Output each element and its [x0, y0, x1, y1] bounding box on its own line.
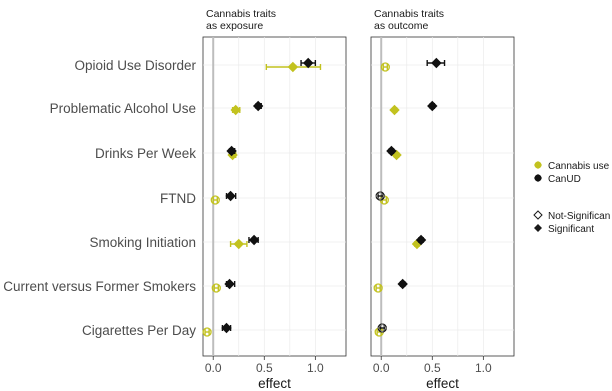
- x-axis-title: effect: [426, 376, 459, 391]
- not-significant-diamond: [377, 323, 387, 333]
- data-point-cannabis-use: [265, 61, 322, 73]
- significant-marker: [431, 57, 442, 69]
- x-tick-label: 0.5: [424, 361, 441, 375]
- data-point-canud: [375, 191, 385, 201]
- category-label: FTND: [160, 191, 196, 206]
- panel-title: Cannabis traits: [206, 8, 276, 20]
- x-axis-title: effect: [258, 376, 291, 391]
- significant-marker: [221, 322, 232, 334]
- data-point-canud: [252, 100, 264, 112]
- category-label: Drinks Per Week: [95, 146, 196, 161]
- legend-label: Cannabis use: [548, 161, 610, 172]
- data-point-cannabis-use: [230, 104, 241, 116]
- legend-label: Not-Significan: [548, 211, 610, 222]
- x-tick-label: 1.0: [307, 361, 324, 375]
- significant-marker: [386, 145, 397, 157]
- category-label: Opioid Use Disorder: [74, 58, 196, 73]
- significant-marker: [302, 57, 314, 69]
- significant-marker: [427, 100, 438, 112]
- significant-marker: [397, 278, 408, 290]
- legend: Cannabis use CanUD Not-Significan Significa…: [533, 161, 610, 235]
- category-label: Current versus Former Smokers: [3, 279, 196, 294]
- data-point-cannabis-use: [380, 62, 390, 72]
- data-point-canud: [427, 100, 438, 112]
- x-tick-label: 1.0: [475, 361, 492, 375]
- data-point-cannabis-use: [229, 238, 248, 250]
- data-point-cannabis-use: [202, 327, 212, 337]
- data-point-canud: [377, 323, 387, 333]
- not-significant-marker: [202, 327, 212, 337]
- data-point-cannabis-use: [211, 283, 221, 293]
- significant-marker: [287, 61, 299, 73]
- significant-marker: [252, 100, 264, 112]
- legend-swatch-diamond: [534, 174, 542, 182]
- significant-marker: [225, 190, 236, 202]
- category-label: Smoking Initiation: [89, 235, 196, 250]
- legend-open-diamond: [533, 210, 543, 220]
- not-significant-marker: [380, 62, 390, 72]
- data-point-canud: [300, 57, 317, 69]
- not-significant-marker: [211, 283, 221, 293]
- legend-label: CanUD: [548, 174, 581, 185]
- significant-marker: [415, 234, 427, 246]
- data-point-canud: [426, 57, 446, 69]
- significant-marker: [248, 234, 260, 246]
- not-significant-marker: [210, 195, 220, 205]
- x-tick-label: 0.5: [256, 361, 273, 375]
- significant-marker: [226, 145, 237, 157]
- panel-title: as exposure: [206, 20, 263, 32]
- significant-marker: [389, 104, 400, 116]
- data-point-canud: [397, 278, 408, 290]
- significant-marker: [233, 238, 244, 250]
- not-significant-diamond: [375, 191, 385, 201]
- x-tick-label: 0.0: [373, 361, 390, 375]
- legend-swatch-diamond: [534, 161, 542, 169]
- data-point-cannabis-use: [389, 104, 400, 116]
- data-point-canud: [226, 145, 237, 157]
- significant-marker: [230, 104, 241, 116]
- panel-title: as outcome: [374, 20, 428, 32]
- category-label: Problematic Alcohol Use: [50, 101, 196, 116]
- data-point-canud: [386, 145, 397, 157]
- panel-background: [202, 36, 347, 357]
- x-tick-label: 0.0: [205, 361, 222, 375]
- legend-filled-diamond: [534, 224, 542, 232]
- significant-marker: [224, 278, 235, 290]
- panel-background: [370, 36, 515, 357]
- data-point-canud: [248, 234, 260, 246]
- legend-label: Significant: [548, 224, 594, 235]
- category-label: Cigarettes Per Day: [82, 323, 196, 338]
- data-point-canud: [415, 234, 427, 246]
- data-point-canud: [221, 322, 232, 334]
- not-significant-marker: [373, 283, 383, 293]
- data-point-cannabis-use: [373, 283, 383, 293]
- data-point-canud: [224, 278, 236, 290]
- data-point-canud: [225, 190, 237, 202]
- data-point-cannabis-use: [210, 195, 220, 205]
- panel-title: Cannabis traits: [374, 8, 444, 20]
